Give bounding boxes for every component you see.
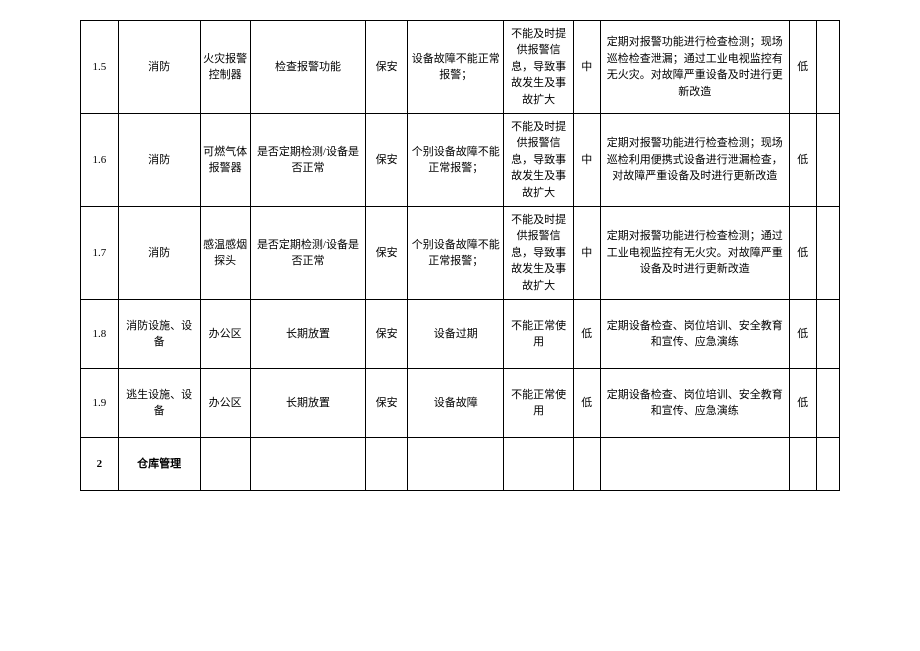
table-cell: 保安	[366, 114, 408, 207]
table-row: 2仓库管理	[81, 438, 840, 491]
table-cell: 感温感烟探头	[200, 207, 250, 300]
table-cell: 不能及时提供报警信息，导致事故发生及事故扩大	[504, 114, 573, 207]
table-cell: 1.9	[81, 369, 119, 438]
table-cell: 保安	[366, 21, 408, 114]
table-row: 1.5消防火灾报警控制器检查报警功能保安设备故障不能正常报警；不能及时提供报警信…	[81, 21, 840, 114]
table-cell	[816, 21, 839, 114]
table-cell	[816, 369, 839, 438]
table-cell: 不能及时提供报警信息，导致事故发生及事故扩大	[504, 207, 573, 300]
table-cell: 不能正常使用	[504, 300, 573, 369]
table-cell: 设备故障不能正常报警；	[408, 21, 504, 114]
table-cell: 1.6	[81, 114, 119, 207]
table-cell: 低	[789, 114, 816, 207]
table-cell: 不能正常使用	[504, 369, 573, 438]
table-cell: 个别设备故障不能正常报警；	[408, 207, 504, 300]
table-cell: 定期对报警功能进行检查检测；现场巡检检查泄漏；通过工业电视监控有无火灾。对故障严…	[600, 21, 789, 114]
table-cell	[816, 207, 839, 300]
table-cell: 可燃气体报警器	[200, 114, 250, 207]
table-cell: 仓库管理	[118, 438, 200, 491]
table-cell: 是否定期检测/设备是否正常	[250, 207, 365, 300]
table-body: 1.5消防火灾报警控制器检查报警功能保安设备故障不能正常报警；不能及时提供报警信…	[81, 21, 840, 491]
table-cell	[816, 300, 839, 369]
table-cell	[366, 438, 408, 491]
table-cell	[789, 438, 816, 491]
table-cell: 2	[81, 438, 119, 491]
table-cell: 设备故障	[408, 369, 504, 438]
table-cell: 定期设备检查、岗位培训、安全教育和宣传、应急演练	[600, 369, 789, 438]
table-cell: 低	[789, 300, 816, 369]
table-cell: 低	[573, 300, 600, 369]
table-cell: 火灾报警控制器	[200, 21, 250, 114]
table-row: 1.6消防可燃气体报警器是否定期检测/设备是否正常保安个别设备故障不能正常报警；…	[81, 114, 840, 207]
table-cell: 保安	[366, 300, 408, 369]
table-cell: 消防	[118, 21, 200, 114]
table-row: 1.8消防设施、设备办公区长期放置保安设备过期不能正常使用低定期设备检查、岗位培…	[81, 300, 840, 369]
table-row: 1.7消防感温感烟探头是否定期检测/设备是否正常保安个别设备故障不能正常报警；不…	[81, 207, 840, 300]
table-cell: 中	[573, 114, 600, 207]
table-cell: 中	[573, 21, 600, 114]
table-cell: 消防设施、设备	[118, 300, 200, 369]
table-cell: 不能及时提供报警信息，导致事故发生及事故扩大	[504, 21, 573, 114]
table-cell: 消防	[118, 207, 200, 300]
table-row: 1.9逃生设施、设备办公区长期放置保安设备故障不能正常使用低定期设备检查、岗位培…	[81, 369, 840, 438]
table-cell: 低	[789, 207, 816, 300]
table-cell: 中	[573, 207, 600, 300]
table-cell	[250, 438, 365, 491]
risk-table: 1.5消防火灾报警控制器检查报警功能保安设备故障不能正常报警；不能及时提供报警信…	[80, 20, 840, 491]
table-cell: 长期放置	[250, 369, 365, 438]
table-cell: 低	[573, 369, 600, 438]
table-cell	[408, 438, 504, 491]
table-cell	[600, 438, 789, 491]
table-cell: 是否定期检测/设备是否正常	[250, 114, 365, 207]
table-cell: 定期设备检查、岗位培训、安全教育和宣传、应急演练	[600, 300, 789, 369]
table-cell	[816, 114, 839, 207]
table-cell: 个别设备故障不能正常报警；	[408, 114, 504, 207]
table-cell	[200, 438, 250, 491]
table-cell	[573, 438, 600, 491]
page-container: 1.5消防火灾报警控制器检查报警功能保安设备故障不能正常报警；不能及时提供报警信…	[0, 0, 920, 511]
table-cell: 保安	[366, 207, 408, 300]
table-cell: 消防	[118, 114, 200, 207]
table-cell: 1.5	[81, 21, 119, 114]
table-cell: 长期放置	[250, 300, 365, 369]
table-cell: 办公区	[200, 300, 250, 369]
table-cell: 保安	[366, 369, 408, 438]
table-cell	[504, 438, 573, 491]
table-cell: 办公区	[200, 369, 250, 438]
table-cell: 1.7	[81, 207, 119, 300]
table-cell: 设备过期	[408, 300, 504, 369]
table-cell: 1.8	[81, 300, 119, 369]
table-cell: 逃生设施、设备	[118, 369, 200, 438]
table-cell: 低	[789, 21, 816, 114]
table-cell: 定期对报警功能进行检查检测；通过工业电视监控有无火灾。对故障严重设备及时进行更新…	[600, 207, 789, 300]
table-cell: 检查报警功能	[250, 21, 365, 114]
table-cell	[816, 438, 839, 491]
table-cell: 低	[789, 369, 816, 438]
table-cell: 定期对报警功能进行检查检测；现场巡检利用便携式设备进行泄漏检查，对故障严重设备及…	[600, 114, 789, 207]
